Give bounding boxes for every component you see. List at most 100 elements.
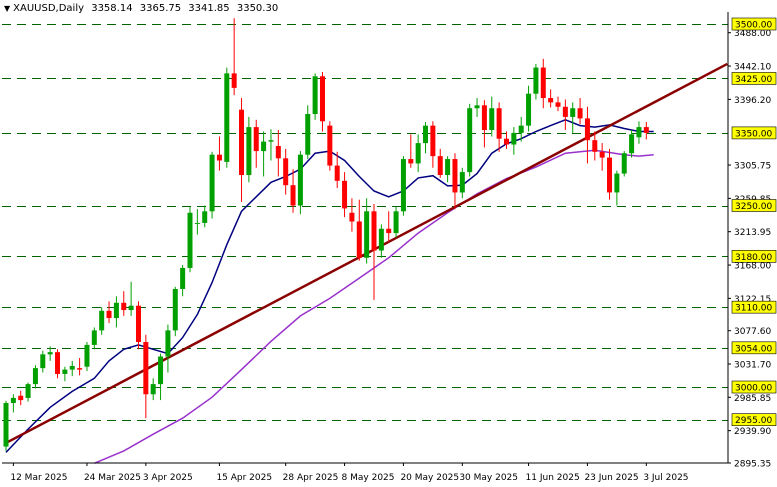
level-label-box xyxy=(731,250,777,263)
candle xyxy=(349,198,355,232)
candle xyxy=(209,151,215,219)
candle-body xyxy=(334,165,340,181)
candle xyxy=(128,281,134,316)
candle xyxy=(643,122,649,140)
candle-body xyxy=(128,305,134,311)
candle-body xyxy=(518,125,524,133)
level-label: 3110.00 xyxy=(735,304,772,314)
candle xyxy=(327,121,333,171)
candle-body xyxy=(69,365,75,370)
candle-body xyxy=(356,221,362,258)
candle-body xyxy=(268,140,274,142)
candle-body xyxy=(555,102,561,107)
level-label: 3000.00 xyxy=(735,384,772,394)
candle xyxy=(636,121,642,144)
close-value: 3350.30 xyxy=(236,3,279,14)
price-tick-label: 3077.60 xyxy=(734,327,771,337)
price-tick-label: 3168.00 xyxy=(734,262,771,272)
candle-body xyxy=(187,212,193,268)
candle-body xyxy=(445,159,451,176)
candle xyxy=(32,365,38,389)
candle-body xyxy=(437,156,443,176)
candle xyxy=(55,349,61,379)
candle-body xyxy=(511,132,517,145)
level-label: 3250.00 xyxy=(735,202,772,212)
candle-body xyxy=(121,302,127,311)
collapse-triangle-icon[interactable]: ▼ xyxy=(4,4,11,13)
time-tick-label: 24 Mar 2025 xyxy=(84,473,141,483)
candle xyxy=(555,96,561,112)
candle-body xyxy=(489,108,495,131)
candle xyxy=(570,102,576,133)
candle-body xyxy=(481,105,487,131)
time-tick-label: 15 Apr 2025 xyxy=(216,473,272,483)
candle xyxy=(423,122,429,154)
candle-body xyxy=(239,109,245,176)
candle xyxy=(481,100,487,148)
candle-body xyxy=(209,154,215,212)
candle xyxy=(275,130,281,177)
candle xyxy=(584,106,590,164)
time-tick-label: 3 Jul 2025 xyxy=(643,473,688,483)
time-tick-label: 20 May 2025 xyxy=(400,473,459,483)
candle xyxy=(216,136,222,171)
candle-body xyxy=(393,211,399,234)
candle-body xyxy=(364,211,370,258)
candle xyxy=(239,98,245,202)
high-value: 3365.75 xyxy=(139,3,182,14)
candle xyxy=(172,286,178,337)
candle-body xyxy=(283,158,289,186)
candle-body xyxy=(319,76,325,122)
candle-body xyxy=(592,140,598,152)
candle xyxy=(18,390,24,406)
candle xyxy=(77,357,83,376)
candle xyxy=(393,206,399,238)
candle-body xyxy=(25,384,31,398)
candle xyxy=(69,360,75,377)
candle-body xyxy=(143,342,149,395)
candle-body xyxy=(55,352,61,374)
candle-body xyxy=(165,330,171,357)
candle xyxy=(371,204,377,300)
level-label: 3054.00 xyxy=(735,344,772,354)
level-label: 3425.00 xyxy=(735,75,772,85)
symbol-label: XAUUSD,Daily xyxy=(13,3,85,14)
price-tick-label: 2939.90 xyxy=(734,427,771,437)
candle-body xyxy=(526,93,532,126)
candle-body xyxy=(172,289,178,331)
candle xyxy=(467,103,473,177)
candle xyxy=(437,148,443,178)
candle xyxy=(607,148,613,200)
level-label-box xyxy=(731,199,777,212)
candle-body xyxy=(47,352,53,355)
candle xyxy=(415,134,421,173)
candle xyxy=(150,378,156,401)
candle xyxy=(378,224,384,258)
candle-body xyxy=(62,369,68,374)
candle-body xyxy=(305,114,311,155)
candle-body xyxy=(312,76,318,115)
candle xyxy=(180,265,186,297)
candle xyxy=(518,116,524,142)
candle-body xyxy=(158,356,164,385)
candle xyxy=(261,131,267,177)
candle-body xyxy=(297,154,303,206)
candle-body xyxy=(459,172,465,193)
candle-body xyxy=(629,134,635,154)
candle-body xyxy=(636,127,642,138)
candle xyxy=(121,291,127,316)
level-label-box xyxy=(731,17,777,31)
candle-body xyxy=(577,108,583,119)
candle xyxy=(305,105,311,160)
candle xyxy=(246,116,252,183)
level-label-box xyxy=(731,300,777,314)
candle-body xyxy=(18,395,24,401)
candle-body xyxy=(3,402,9,447)
candle xyxy=(599,143,605,171)
candle xyxy=(511,127,517,155)
candle-body xyxy=(496,108,502,139)
candle-body xyxy=(84,344,90,367)
level-label-box xyxy=(731,72,777,85)
